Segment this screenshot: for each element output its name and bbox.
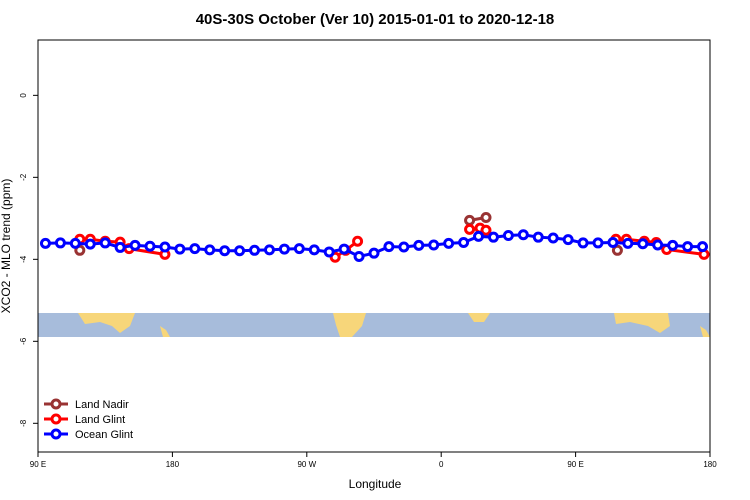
legend-label: Land Glint bbox=[75, 414, 125, 426]
legend-label: Ocean Glint bbox=[75, 429, 133, 441]
x-tick-label: 180 bbox=[166, 460, 180, 469]
data-point bbox=[480, 224, 492, 236]
data-point bbox=[443, 237, 455, 249]
data-point bbox=[622, 237, 634, 249]
data-point bbox=[637, 238, 649, 250]
data-point bbox=[502, 230, 514, 242]
plot-frame bbox=[37, 39, 711, 453]
data-point bbox=[69, 237, 81, 249]
data-point bbox=[547, 232, 559, 244]
data-point bbox=[487, 231, 499, 243]
y-tick-label: -8 bbox=[19, 419, 28, 427]
data-point bbox=[652, 239, 664, 251]
data-point bbox=[464, 223, 476, 235]
data-point bbox=[398, 241, 410, 253]
y-tick-label: -6 bbox=[19, 337, 28, 345]
data-point bbox=[592, 237, 604, 249]
data-point bbox=[144, 240, 156, 252]
data-point bbox=[204, 244, 216, 256]
series bbox=[74, 212, 623, 256]
x-tick-label: 180 bbox=[703, 460, 717, 469]
data-point bbox=[562, 234, 574, 246]
data-point bbox=[219, 245, 231, 257]
data-point bbox=[480, 212, 492, 224]
data-point bbox=[159, 241, 171, 253]
data-point bbox=[293, 243, 305, 255]
data-point bbox=[532, 231, 544, 243]
data-point bbox=[667, 239, 679, 251]
data-point bbox=[323, 246, 335, 258]
data-point bbox=[189, 243, 201, 255]
y-tick-label: 0 bbox=[19, 93, 28, 98]
map-strip bbox=[38, 313, 710, 337]
data-point bbox=[114, 241, 126, 253]
data-point bbox=[278, 243, 290, 255]
data-point bbox=[682, 241, 694, 253]
legend-marker bbox=[50, 428, 62, 440]
x-tick-label: 90 W bbox=[297, 460, 316, 469]
data-point bbox=[473, 230, 485, 242]
data-point bbox=[174, 243, 186, 255]
data-point bbox=[517, 229, 529, 241]
y-axis-label: XCO2 - MLO trend (ppm) bbox=[0, 179, 13, 314]
y-tick-label: -2 bbox=[19, 173, 28, 181]
legend-marker bbox=[50, 413, 62, 425]
data-point bbox=[428, 239, 440, 251]
data-point bbox=[99, 237, 111, 249]
series bbox=[39, 229, 709, 262]
data-point bbox=[353, 250, 365, 262]
data-point bbox=[413, 239, 425, 251]
legend-marker bbox=[50, 398, 62, 410]
legend: Land Nadir Land Glint Ocean Glint bbox=[44, 398, 133, 441]
data-point bbox=[383, 241, 395, 253]
data-point bbox=[263, 244, 275, 256]
data-point bbox=[464, 214, 476, 226]
data-point bbox=[577, 237, 589, 249]
data-point bbox=[368, 247, 380, 259]
data-point bbox=[352, 235, 364, 247]
data-point bbox=[84, 238, 96, 250]
data-point bbox=[458, 237, 470, 249]
x-tick-label: 90 E bbox=[30, 460, 46, 469]
data-point bbox=[234, 245, 246, 257]
legend-label: Land Nadir bbox=[75, 399, 129, 411]
x-tick-label: 90 E bbox=[567, 460, 583, 469]
data-point bbox=[39, 237, 51, 249]
data-point bbox=[697, 241, 709, 253]
chart-title: 40S-30S October (Ver 10) 2015-01-01 to 2… bbox=[196, 11, 555, 28]
data-point bbox=[338, 243, 350, 255]
data-point bbox=[611, 244, 623, 256]
data-point bbox=[54, 237, 66, 249]
x-tick-label: 0 bbox=[439, 460, 444, 469]
data-point bbox=[249, 244, 261, 256]
data-point bbox=[129, 239, 141, 251]
data-point bbox=[607, 237, 619, 249]
y-tick-label: -4 bbox=[19, 255, 28, 263]
data-point bbox=[308, 244, 320, 256]
x-axis-label: Longitude bbox=[349, 477, 402, 491]
